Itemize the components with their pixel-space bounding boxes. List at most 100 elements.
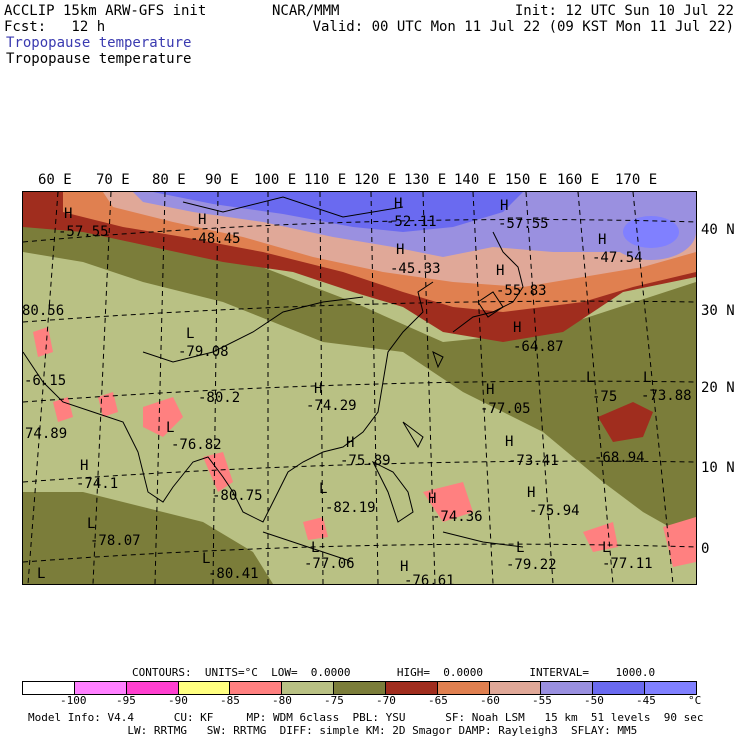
extremum-label: H bbox=[496, 263, 505, 279]
lat-label: 20 N bbox=[701, 380, 735, 396]
shade-olive-sw bbox=[23, 492, 273, 584]
extremum-label: L bbox=[166, 420, 175, 436]
extremum-label: H bbox=[428, 491, 437, 507]
legend-swatch bbox=[489, 682, 542, 694]
extremum-label: -6.15 bbox=[24, 373, 67, 389]
extremum-label: -55.83 bbox=[496, 283, 547, 299]
extremum-label: 80.56 bbox=[22, 303, 65, 319]
legend-swatch bbox=[126, 682, 179, 694]
legend-swatch bbox=[282, 682, 335, 694]
extremum-label: H bbox=[394, 196, 403, 212]
extremum-label: -45.33 bbox=[390, 261, 441, 277]
contours-info: CONTOURS: UNITS=°C LOW= 0.0000 HIGH= 0.0… bbox=[132, 666, 656, 679]
lon-label: 120 E bbox=[354, 172, 397, 188]
legend-label: -65 bbox=[428, 694, 448, 707]
extremum-label: L bbox=[319, 481, 328, 497]
forecast-hour: Fcst: 12 h bbox=[4, 19, 106, 35]
extremum-label: -77.06 bbox=[304, 556, 355, 572]
legend-swatch bbox=[437, 682, 490, 694]
lon-label: 110 E bbox=[304, 172, 347, 188]
lat-label: 0 bbox=[701, 541, 710, 557]
extremum-label: -80.41 bbox=[208, 566, 259, 582]
lat-label: 40 N bbox=[701, 222, 735, 238]
legend-label: -45 bbox=[636, 694, 656, 707]
legend-swatch bbox=[645, 682, 696, 694]
extremum-label: H bbox=[80, 458, 89, 474]
extremum-label: H bbox=[314, 381, 323, 397]
extremum-label: -57.55 bbox=[58, 224, 109, 240]
legend-label: -55 bbox=[532, 694, 552, 707]
lon-label: 130 E bbox=[404, 172, 447, 188]
extremum-label: H bbox=[198, 212, 207, 228]
legend-swatch bbox=[230, 682, 283, 694]
extremum-label: H bbox=[486, 382, 495, 398]
shade-cold-patches bbox=[33, 327, 696, 567]
color-legend bbox=[22, 681, 697, 695]
legend-swatch bbox=[385, 682, 438, 694]
legend-swatch bbox=[178, 682, 231, 694]
lat-label: 10 N bbox=[701, 460, 735, 476]
extremum-label: -77.05 bbox=[480, 401, 531, 417]
lon-label: 90 E bbox=[205, 172, 239, 188]
lon-label: 150 E bbox=[505, 172, 548, 188]
extremum-label: -76.82 bbox=[171, 437, 222, 453]
valid-time: Valid: 00 UTC Mon 11 Jul 22 (09 KST Mon … bbox=[312, 19, 734, 35]
legend-label: -95 bbox=[116, 694, 136, 707]
extremum-label: -76.61 bbox=[404, 573, 455, 589]
extremum-label: 74.89 bbox=[25, 426, 68, 442]
lon-label: 100 E bbox=[254, 172, 297, 188]
lon-label: 80 E bbox=[152, 172, 186, 188]
model-title: ACCLIP 15km ARW-GFS init bbox=[4, 3, 207, 19]
extremum-label: -78.07 bbox=[90, 533, 141, 549]
graticule bbox=[23, 192, 696, 584]
extremum-label: -52.11 bbox=[386, 214, 437, 230]
init-time: Init: 12 UTC Sun 10 Jul 22 bbox=[514, 3, 734, 19]
shade-blue bbox=[153, 192, 523, 232]
extremum-label: -74.36 bbox=[432, 509, 483, 525]
shade-red-patch bbox=[598, 402, 653, 442]
extremum-label: H bbox=[527, 485, 536, 501]
extremum-label: L bbox=[186, 326, 195, 342]
extremum-label: L bbox=[311, 540, 320, 556]
field-label-contour: Tropopause temperature bbox=[6, 51, 192, 67]
extremum-label: -75 bbox=[592, 389, 618, 405]
extremum-label: H bbox=[598, 232, 607, 248]
lon-label: 160 E bbox=[557, 172, 600, 188]
legend-label: -80 bbox=[272, 694, 292, 707]
extremum-label: L bbox=[586, 370, 595, 386]
extremum-label: H bbox=[505, 434, 514, 450]
extremum-label: -48.45 bbox=[190, 231, 241, 247]
extremum-label: -47.54 bbox=[592, 250, 643, 266]
shade-olive bbox=[23, 222, 696, 542]
legend-label: -60 bbox=[480, 694, 500, 707]
model-info-line2: LW: RRTMG SW: RRTMG DIFF: simple KM: 2D … bbox=[28, 724, 638, 737]
extremum-label: -82.19 bbox=[325, 500, 376, 516]
extremum-label: L bbox=[87, 516, 96, 532]
extremum-label: H bbox=[500, 198, 509, 214]
lon-label: 60 E bbox=[38, 172, 72, 188]
lon-label: 140 E bbox=[454, 172, 497, 188]
tropopause-temperature-map bbox=[23, 192, 696, 584]
extremum-label: H bbox=[64, 206, 73, 222]
shade-cyclone-core bbox=[623, 216, 679, 248]
extremum-label: L bbox=[516, 540, 525, 556]
model-info-line1: Model Info: V4.4 CU: KF MP: WDM 6class P… bbox=[28, 711, 704, 724]
legend-label: -50 bbox=[584, 694, 604, 707]
lat-label: 30 N bbox=[701, 303, 735, 319]
extremum-label: L bbox=[202, 551, 211, 567]
extremum-label: -74.29 bbox=[306, 398, 357, 414]
coastlines bbox=[23, 196, 524, 563]
org-label: NCAR/MMM bbox=[272, 3, 340, 19]
extremum-label: -73.41 bbox=[508, 453, 559, 469]
legend-swatch bbox=[541, 682, 594, 694]
legend-label: -70 bbox=[376, 694, 396, 707]
extremum-label: -73.88 bbox=[641, 388, 692, 404]
extremum-label: -77.11 bbox=[602, 556, 653, 572]
legend-label: -100 bbox=[60, 694, 87, 707]
extremum-label: H bbox=[346, 435, 355, 451]
extremum-label: L bbox=[643, 370, 652, 386]
legend-swatch bbox=[74, 682, 127, 694]
legend-label: -90 bbox=[168, 694, 188, 707]
lon-label: 170 E bbox=[615, 172, 658, 188]
legend-units: °C bbox=[688, 694, 702, 707]
